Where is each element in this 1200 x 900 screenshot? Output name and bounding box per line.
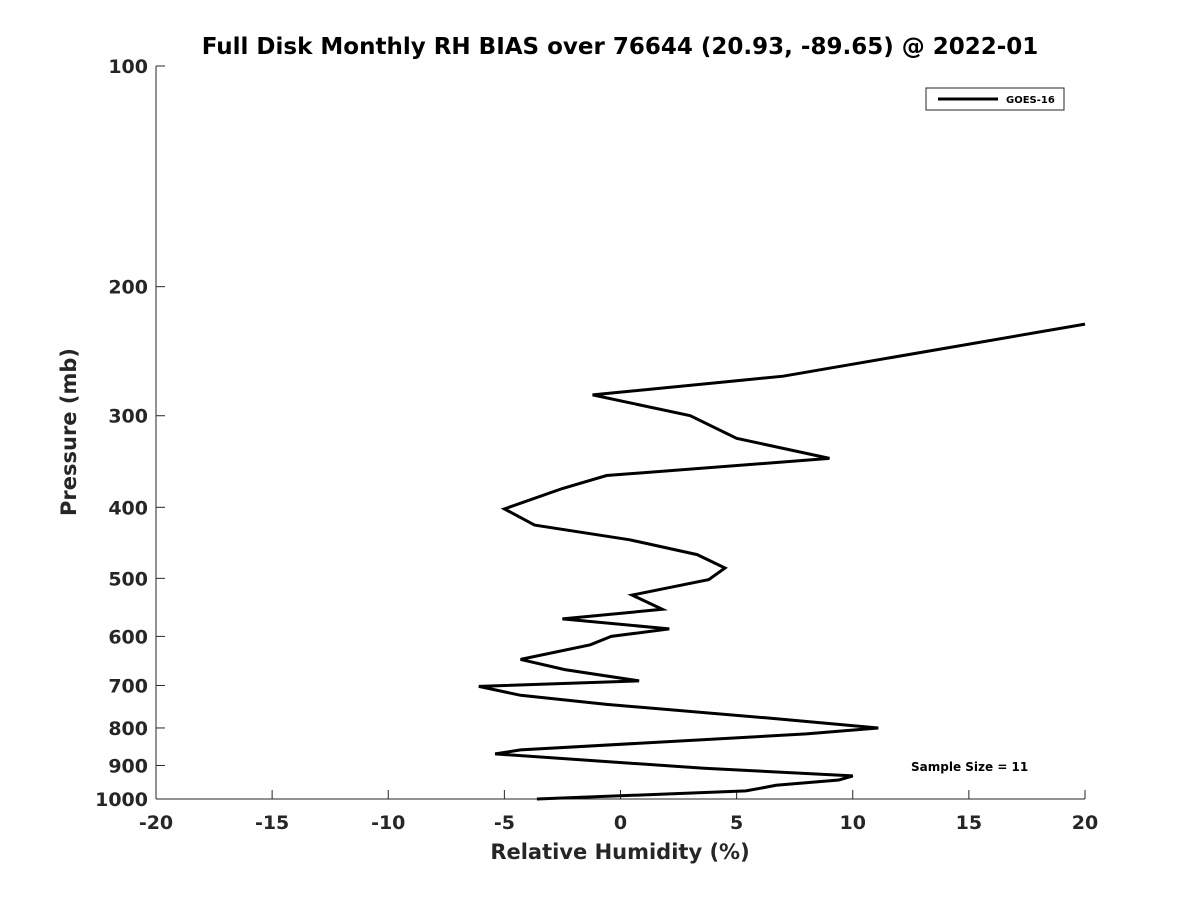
y-tick-label: 100	[108, 56, 148, 78]
y-tick-label: 600	[108, 626, 148, 648]
x-tick-label: -5	[494, 812, 515, 834]
y-tick-label: 800	[108, 718, 148, 740]
x-tick-label: 5	[730, 812, 743, 834]
y-tick-label: 900	[108, 755, 148, 777]
x-tick-label: -10	[371, 812, 405, 834]
x-tick-label: 20	[1072, 812, 1098, 834]
y-tick-label: 1000	[95, 789, 148, 811]
y-axis-ticks: 100 200 300 400 500 600 700 800 900 1000	[95, 56, 165, 811]
y-tick-label: 700	[108, 675, 148, 697]
y-axis-title: Pressure (mb)	[57, 348, 81, 516]
x-tick-label: -15	[255, 812, 289, 834]
x-tick-label: 10	[840, 812, 866, 834]
x-tick-label: 15	[956, 812, 982, 834]
chart-title: Full Disk Monthly RH BIAS over 76644 (20…	[202, 34, 1039, 60]
y-tick-label: 500	[108, 568, 148, 590]
x-tick-label: -20	[139, 812, 173, 834]
series-line-goes-16	[478, 322, 1086, 801]
x-tick-label: 0	[614, 812, 627, 834]
y-tick-label: 300	[108, 406, 148, 428]
legend: GOES-16	[925, 87, 1065, 111]
legend-label-goes-16: GOES-16	[1006, 95, 1055, 106]
y-tick-label: 400	[108, 497, 148, 519]
x-axis-ticks: -20 -15 -10 -5 0 5 10 15 20	[139, 790, 1098, 834]
sample-size-annotation: Sample Size = 11	[911, 760, 1028, 774]
x-axis-title: Relative Humidity (%)	[490, 840, 749, 864]
y-tick-label: 200	[108, 277, 148, 299]
